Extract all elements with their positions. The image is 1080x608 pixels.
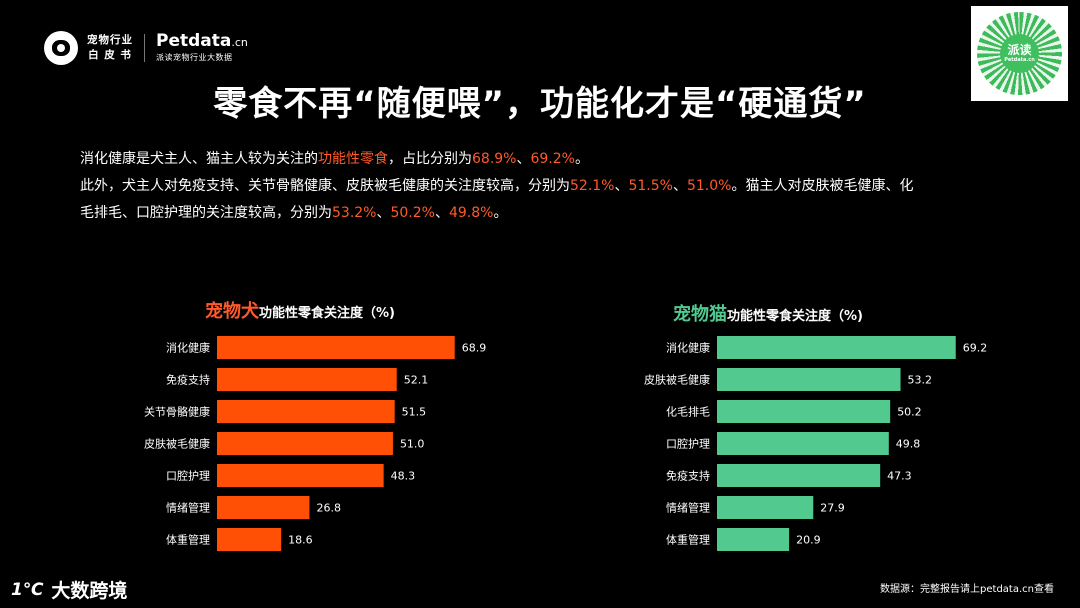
dog-category-label: 关节骨骼健康 [144, 405, 210, 419]
cat-bar [717, 496, 814, 519]
dog-bar [217, 368, 397, 391]
description: 消化健康是犬主人、猫主人较为关注的功能性零食，占比分别为68.9%、69.2%。… [80, 146, 1040, 227]
cat-bar [717, 528, 790, 551]
desc-highlight: 53.2% [332, 205, 377, 221]
dog-category-label: 情绪管理 [166, 501, 210, 515]
logo-line-2: 白 皮 书 [88, 49, 132, 61]
desc-highlight: 50.2% [390, 205, 435, 221]
dog-bar-chart: 消化健康 68.9 免疫支持 52.1 关节骨骼健康 51.5 皮肤被毛健康 51.0 口腔护理… [144, 336, 486, 551]
dog-chart-title-highlight: 宠物犬 [205, 301, 259, 322]
cat-category-label: 消化健康 [666, 341, 710, 355]
dog-value-label: 51.5 [402, 406, 427, 419]
desc-highlight: 69.2% [530, 151, 575, 167]
cat-bar [717, 432, 889, 455]
dog-value-label: 26.8 [316, 502, 341, 515]
cat-bar [717, 464, 881, 487]
description-line-1: 消化健康是犬主人、猫主人较为关注的功能性零食，占比分别为68.9%、69.2%。 [80, 146, 1040, 173]
cat-value-label: 69.2 [963, 342, 988, 355]
logo-line-1: 宠物行业 [87, 34, 133, 46]
cat-value-label: 47.3 [887, 470, 912, 483]
footer-logo: 1℃ 大数跨境 [11, 576, 127, 603]
cat-value-label: 50.2 [897, 406, 922, 419]
description-line-2: 此外，犬主人对免疫支持、关节骨骼健康、皮肤被毛健康的关注度较高，分别为52.1%… [80, 173, 1040, 200]
cat-category-label: 口腔护理 [666, 437, 710, 451]
desc-highlight: 68.9% [472, 151, 517, 167]
cat-chart-title-text: 功能性零食关注度（%) [727, 309, 863, 324]
cat-category-label: 皮肤被毛健康 [644, 373, 710, 387]
qr-sublabel: Petdata.cn [1004, 56, 1035, 63]
dog-category-label: 体重管理 [166, 533, 210, 547]
description-line-3: 毛排毛、口腔护理的关注度较高，分别为53.2%、50.2%、49.8%。 [80, 200, 1040, 227]
dog-category-label: 消化健康 [166, 341, 210, 355]
brand-block: Petdata.cn 派读宠物行业大数据 [156, 32, 248, 64]
desc-text: 、 [614, 178, 629, 194]
brand-suffix: .cn [231, 36, 248, 49]
cat-category-label: 情绪管理 [666, 501, 710, 515]
brand-subtitle: 派读宠物行业大数据 [156, 53, 233, 62]
desc-highlight: 49.8% [448, 205, 494, 221]
dog-bar [217, 432, 393, 455]
cat-value-label: 53.2 [908, 374, 933, 387]
desc-text: 此外，犬主人对免疫支持、关节骨骼健康、皮肤被毛健康的关注度较高，分别为 [80, 178, 570, 194]
cat-category-label: 体重管理 [666, 533, 710, 547]
qr-code[interactable]: 派读 Petdata.cn [971, 6, 1068, 101]
cat-value-label: 20.9 [796, 534, 821, 547]
desc-text: 。 [574, 151, 589, 167]
dog-value-label: 18.6 [288, 534, 313, 547]
brand-name: Petdata.cn [156, 32, 248, 52]
cat-value-label: 27.9 [820, 502, 845, 515]
desc-text: 、 [434, 205, 449, 221]
dog-bar [217, 400, 395, 423]
cat-category-label: 化毛排毛 [666, 405, 710, 419]
desc-highlight: 51.5% [628, 178, 673, 194]
desc-text: 、 [516, 151, 531, 167]
desc-text: 。猫主人对皮肤被毛健康、化 [731, 178, 914, 194]
cat-chart-title-highlight: 宠物猫 [673, 304, 727, 325]
cat-value-label: 49.8 [896, 438, 921, 451]
desc-text: 、 [376, 205, 391, 221]
desc-text: 、 [672, 178, 687, 194]
footer-logo-text: 大数跨境 [51, 580, 128, 602]
dog-category-label: 免疫支持 [166, 373, 210, 387]
desc-highlight: 功能性零食 [318, 151, 388, 167]
cat-bar [717, 368, 901, 391]
header-logo: 宠物行业 白 皮 书 Petdata.cn 派读宠物行业大数据 [44, 29, 248, 67]
cat-chart-title: 宠物猫功能性零食关注度（%) [673, 300, 863, 326]
desc-text: 。 [493, 205, 508, 221]
logo-divider [144, 34, 145, 62]
brand-name-text: Petdata [156, 31, 232, 51]
dog-bar [217, 496, 310, 519]
qr-center-badge: 派读 Petdata.cn [1000, 34, 1039, 73]
dog-chart-title: 宠物犬功能性零食关注度（%) [205, 297, 395, 323]
dog-logo-icon [44, 31, 78, 65]
dog-value-label: 48.3 [391, 470, 416, 483]
dog-value-label: 51.0 [400, 438, 425, 451]
desc-text: 毛排毛、口腔护理的关注度较高，分别为 [80, 205, 332, 221]
dog-bar [217, 528, 282, 551]
cat-bar [717, 400, 891, 423]
desc-text: 消化健康是犬主人、猫主人较为关注的 [80, 151, 318, 167]
dog-chart-title-text: 功能性零食关注度（%) [259, 306, 395, 321]
page-title: 零食不再“随便喂”，功能化才是“硬通货” [213, 84, 867, 124]
dog-value-label: 52.1 [404, 374, 429, 387]
source-note: 数据源：完整报告请上petdata.cn查看 [880, 584, 1054, 595]
whitepaper-label: 宠物行业 白 皮 书 [87, 33, 133, 63]
dog-category-label: 口腔护理 [166, 469, 210, 483]
desc-text: ，占比分别为 [388, 151, 472, 167]
cat-category-label: 免疫支持 [666, 469, 710, 483]
dog-value-label: 68.9 [462, 342, 487, 355]
qr-label: 派读 [1007, 42, 1032, 57]
dog-bar [217, 336, 455, 359]
desc-highlight: 52.1% [570, 178, 615, 194]
dog-category-label: 皮肤被毛健康 [144, 437, 210, 451]
cat-bar-chart: 消化健康 69.2 皮肤被毛健康 53.2 化毛排毛 50.2 口腔护理 49.8 免疫支持 47… [644, 336, 987, 551]
dog-bar [217, 464, 384, 487]
cat-bar [717, 336, 956, 359]
desc-highlight: 51.0% [686, 178, 732, 194]
footer-logo-mark: 1℃ [11, 579, 44, 600]
